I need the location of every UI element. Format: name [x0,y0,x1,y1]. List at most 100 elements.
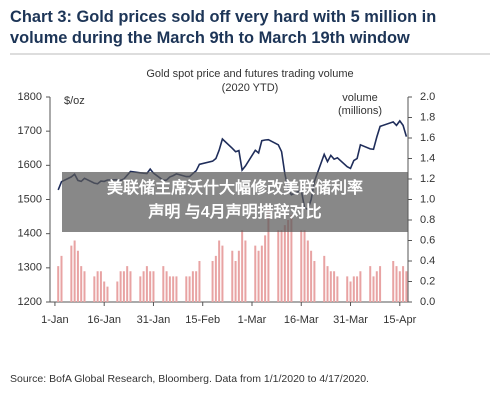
volume-bar [234,261,237,302]
volume-bar [145,266,148,302]
volume-bar [313,261,316,302]
volume-bar [323,255,326,302]
volume-bar [218,240,221,302]
volume-bar [306,240,309,302]
volume-bar [126,266,129,302]
volume-bar [76,250,79,302]
volume-bar [211,261,214,302]
volume-bar [165,271,168,302]
y2-tick-label: 0.2 [420,275,435,287]
volume-bar [402,266,405,302]
y2-tick-label: 0.8 [420,214,435,226]
volume-bar [280,230,283,302]
volume-bar [93,276,96,302]
overlay-text: 声明 与4月声明措辞对比 [147,202,321,221]
volume-bar [149,271,152,302]
y-tick-label: 1300 [18,262,42,274]
volume-bar [237,250,240,302]
volume-bar [119,271,122,302]
volume-bar [57,266,60,302]
x-tick-label: 31-Jan [137,314,171,326]
y2-axis-label: (millions) [338,105,382,117]
volume-bar [290,214,293,302]
y-tick-label: 1600 [18,159,42,171]
y2-tick-label: 0.4 [420,255,435,267]
inner-title: (2020 YTD) [222,82,279,94]
x-tick-label: 16-Jan [87,314,121,326]
volume-bar [162,266,165,302]
volume-bar [336,276,339,302]
volume-bar [375,271,378,302]
x-tick-label: 1-Mar [238,314,267,326]
volume-bar [405,271,408,302]
volume-bar [221,245,224,302]
volume-bar [96,271,99,302]
overlay-banner [62,172,408,232]
source: Source: BofA Global Research, Bloomberg.… [10,373,369,385]
y-tick-label: 1500 [18,193,42,205]
volume-bar [349,281,352,302]
volume-bar [369,266,372,302]
y2-tick-label: 1.8 [420,111,435,123]
volume-bar [300,230,303,302]
volume-bar [116,281,119,302]
volume-bar [257,250,260,302]
volume-bar [398,271,401,302]
y2-tick-label: 1.6 [420,132,435,144]
volume-bar [241,230,244,302]
x-tick-label: 15-Apr [383,314,416,326]
y-axis-label: $/oz [64,95,85,107]
volume-bar [99,271,102,302]
x-tick-label: 15-Feb [185,314,220,326]
volume-bar [372,276,375,302]
volume-bar [142,271,145,302]
volume-bar [254,245,257,302]
volume-bar [310,250,313,302]
volume-bar [395,266,398,302]
volume-bar [152,271,155,302]
volume-bar [326,266,329,302]
volume-bar [198,261,201,302]
volume-bar [175,276,178,302]
y2-tick-label: 1.4 [420,152,435,164]
volume-bar [356,276,359,302]
volume-bar [359,271,362,302]
volume-bar [231,250,234,302]
volume-bar [188,276,191,302]
y-tick-label: 1400 [18,228,42,240]
y-tick-label: 1700 [18,125,42,137]
y2-tick-label: 0.6 [420,234,435,246]
volume-bar [139,276,142,302]
y2-axis-label: volume [342,92,377,104]
y2-tick-label: 0.0 [420,296,435,308]
volume-bar [277,230,280,302]
volume-bar [346,276,349,302]
volume-bar [185,276,188,302]
volume-bar [168,276,171,302]
volume-bar [264,235,267,302]
volume-bar [352,276,355,302]
volume-bar [267,209,270,302]
x-tick-label: 31-Mar [333,314,368,326]
volume-bar [106,286,109,302]
volume-bar [122,271,125,302]
y2-tick-label: 1.2 [420,173,435,185]
volume-bar [70,245,73,302]
volume-bar [172,276,175,302]
volume-bar [191,271,194,302]
volume-bar [329,271,332,302]
y2-tick-label: 1.0 [420,193,435,205]
x-tick-label: 1-Jan [41,314,69,326]
volume-bar [103,281,106,302]
chart-title: Chart 3: Gold prices sold off very hard … [10,8,437,47]
volume-bar [260,245,263,302]
inner-title: Gold spot price and futures trading volu… [146,68,353,80]
overlay-text: 美联储主席沃什大幅修改美联储利率 [107,178,363,197]
volume-bar [60,255,63,302]
volume-bar [392,261,395,302]
volume-bar [287,220,290,302]
volume-bar [83,271,86,302]
volume-bar [379,266,382,302]
